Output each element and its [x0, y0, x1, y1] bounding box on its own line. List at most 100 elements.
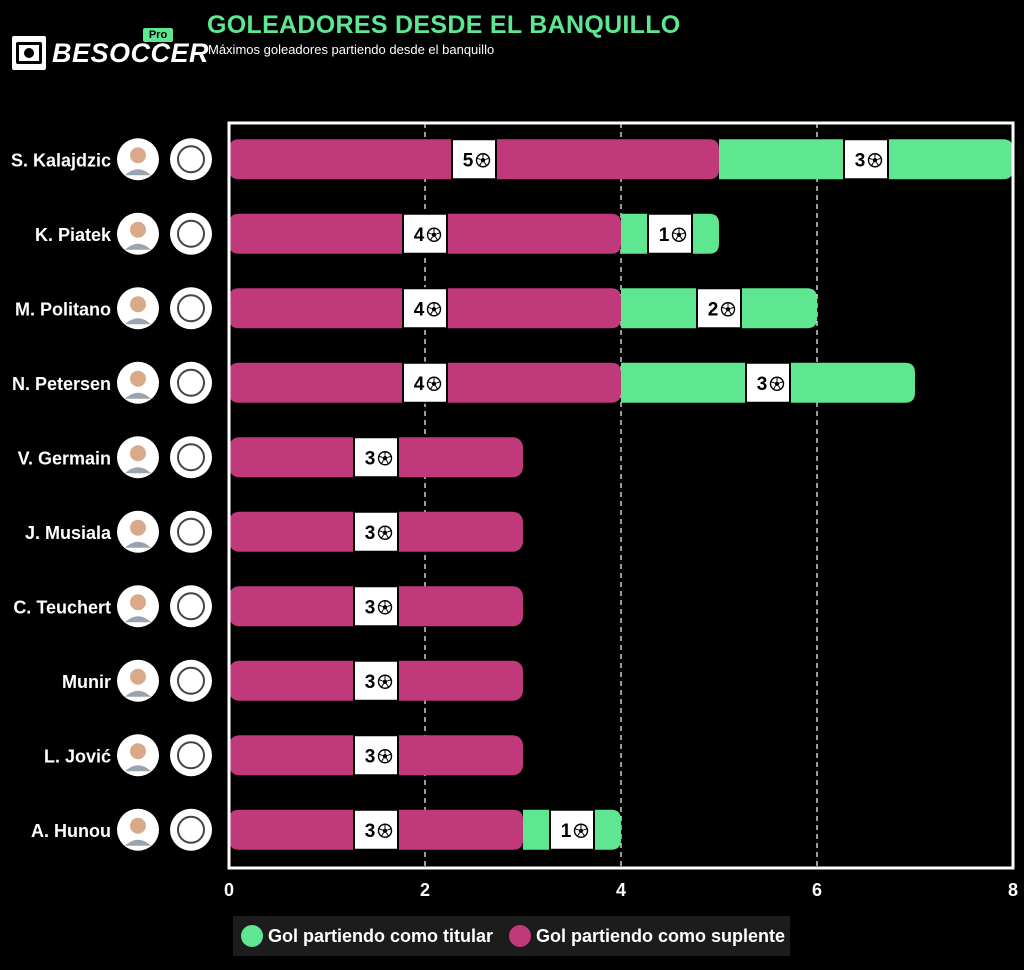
club-badge-icon: [170, 585, 212, 628]
legend-label-starter: Gol partiendo como titular: [268, 925, 494, 946]
category-label: K. Piatek: [35, 225, 112, 245]
club-badge-icon: [170, 734, 212, 777]
club-badge-icon: [170, 436, 212, 479]
player-photo-icon: [117, 212, 159, 255]
data-label: 3: [353, 585, 399, 628]
x-tick-label: 6: [812, 880, 822, 900]
category-label: N. Petersen: [12, 374, 111, 394]
category-label: S. Kalajdzic: [11, 150, 111, 170]
bar-row: S. Kalajdzic 5 3: [11, 138, 1013, 181]
brand-logo: BESOCCER Pro: [12, 28, 209, 72]
soccer-ball-icon: [769, 376, 785, 391]
category-label: A. Hunou: [31, 821, 111, 841]
brand-name: BESOCCER: [52, 38, 210, 68]
category-label: J. Musiala: [25, 523, 112, 543]
data-label: 3: [353, 734, 399, 777]
club-badge-icon: [170, 659, 212, 702]
data-label: 4: [402, 287, 448, 330]
player-photo-icon: [117, 585, 159, 628]
x-tick-label: 0: [224, 880, 234, 900]
bar-row: N. Petersen 4 3: [12, 361, 915, 404]
player-photo-icon: [117, 138, 159, 181]
soccer-ball-icon: [377, 451, 393, 466]
soccer-ball-icon: [867, 153, 883, 168]
data-label-value: 3: [365, 523, 376, 544]
data-label: 3: [745, 361, 791, 404]
player-photo-icon: [117, 734, 159, 777]
pro-badge: Pro: [143, 28, 173, 42]
soccer-ball-icon: [573, 823, 589, 838]
data-label: 4: [402, 361, 448, 404]
data-label-value: 3: [365, 746, 376, 767]
player-photo-icon: [117, 287, 159, 330]
legend-label-substitute: Gol partiendo como suplente: [536, 925, 786, 946]
soccer-ball-icon: [377, 674, 393, 689]
category-label: C. Teuchert: [13, 597, 111, 617]
club-badge-icon: [170, 361, 212, 404]
club-badge-icon: [170, 510, 212, 553]
bar-row: A. Hunou 3 1: [31, 808, 621, 851]
category-label: L. Jović: [44, 746, 111, 766]
bar-row: M. Politano 4 2: [15, 287, 817, 330]
legend-item-starter: Gol partiendo como titular: [241, 916, 493, 956]
soccer-ball-icon: [426, 376, 442, 391]
soccer-ball-icon: [720, 302, 736, 317]
soccer-ball-icon: [475, 153, 491, 168]
club-badge-icon: [170, 287, 212, 330]
club-badge-icon: [170, 808, 212, 851]
data-label: 1: [549, 808, 595, 851]
soccer-ball-icon: [377, 600, 393, 615]
data-label: 3: [353, 436, 399, 479]
data-label-value: 3: [855, 150, 866, 171]
bar-row: Munir 3: [62, 659, 523, 702]
data-label-value: 1: [659, 225, 670, 246]
data-label-value: 4: [414, 374, 425, 395]
x-tick-label: 2: [420, 880, 430, 900]
soccer-ball-icon: [426, 302, 442, 317]
data-label-value: 3: [757, 374, 768, 395]
soccer-ball-icon: [671, 227, 687, 242]
data-label: 3: [353, 808, 399, 851]
data-label-value: 4: [414, 299, 425, 320]
category-label: M. Politano: [15, 299, 111, 319]
data-label-value: 4: [414, 225, 425, 246]
chart-legend: Gol partiendo como titular Gol partiendo…: [233, 916, 790, 956]
data-label-value: 2: [708, 299, 719, 320]
data-label: 2: [696, 287, 742, 330]
data-label-value: 1: [561, 821, 572, 842]
x-tick-label: 4: [616, 880, 626, 900]
club-badge-icon: [170, 212, 212, 255]
soccer-ball-icon: [426, 227, 442, 242]
data-label: 4: [402, 212, 448, 255]
x-tick-label: 8: [1008, 880, 1018, 900]
legend-swatch-starter: [241, 925, 263, 947]
chart-subtitle: Máximos goleadores partiendo desde el ba…: [208, 42, 495, 57]
chart-title: GOLEADORES DESDE EL BANQUILLO: [207, 11, 681, 39]
club-badge-icon: [170, 138, 212, 181]
bar-row: V. Germain 3: [18, 436, 523, 479]
legend-swatch-substitute: [509, 925, 531, 947]
data-label: 3: [353, 510, 399, 553]
player-photo-icon: [117, 510, 159, 553]
bar-chart: S. Kalajdzic 5 3 K. Piatek 4 1 M. Politano 4 2 N.…: [11, 121, 1018, 900]
data-label-value: 3: [365, 597, 376, 618]
data-label-value: 5: [463, 150, 474, 171]
player-photo-icon: [117, 436, 159, 479]
soccer-ball-icon: [377, 749, 393, 764]
data-label: 3: [353, 659, 399, 702]
legend-item-substitute: Gol partiendo como suplente: [509, 916, 785, 956]
category-label: V. Germain: [18, 448, 111, 468]
player-photo-icon: [117, 361, 159, 404]
plot-frame: [227, 121, 1015, 870]
data-label-value: 3: [365, 672, 376, 693]
player-photo-icon: [117, 659, 159, 702]
data-label-value: 3: [365, 448, 376, 469]
data-label: 3: [843, 138, 889, 181]
data-label: 1: [647, 212, 693, 255]
bar-row: L. Jović 3: [44, 734, 523, 777]
data-label-value: 3: [365, 821, 376, 842]
data-label: 5: [451, 138, 497, 181]
bar-row: C. Teuchert 3: [13, 585, 523, 628]
bar-row: J. Musiala 3: [25, 510, 523, 553]
category-label: Munir: [62, 672, 111, 692]
